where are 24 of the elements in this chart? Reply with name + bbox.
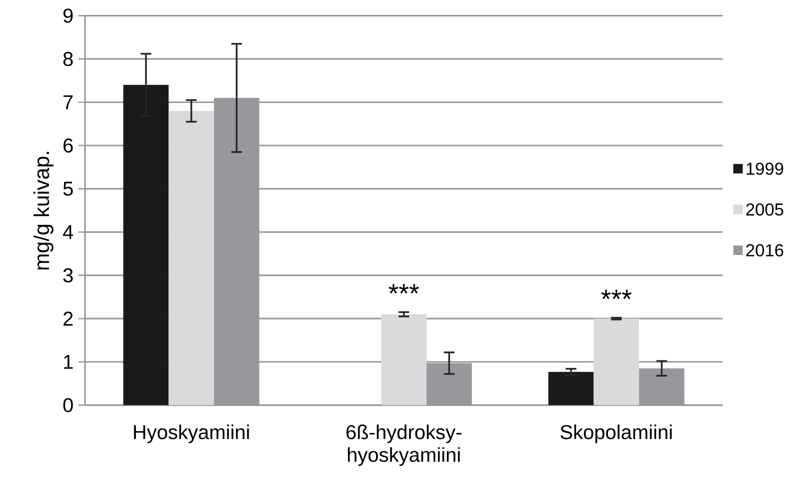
y-tick-label: 4 <box>62 225 74 239</box>
bar <box>548 372 594 406</box>
y-axis-title: mg/g kuivap. <box>33 152 54 270</box>
y-tick-label: 7 <box>64 95 73 110</box>
x-tick-label: 6ß-hydroksy- hyoskyamiini <box>346 424 462 466</box>
x-tick-label: Skopolamiini <box>560 424 672 444</box>
bar <box>381 314 427 406</box>
y-tick-label: 5 <box>63 182 73 196</box>
x-tick-label: Hyoskyamiini <box>134 424 249 444</box>
y-tick-label: 8 <box>63 52 73 66</box>
y-tick-label: 0 <box>63 398 73 412</box>
bar <box>594 318 640 406</box>
legend-label: 2005 <box>746 203 784 216</box>
bar <box>168 110 214 406</box>
data-label: *** <box>388 284 419 294</box>
data-label: *** <box>601 290 632 300</box>
y-tick-label: 2 <box>64 312 73 326</box>
y-tick-label: 6 <box>64 138 73 152</box>
y-tick-label: 1 <box>64 354 73 369</box>
y-tick-label: 3 <box>63 268 73 282</box>
legend-label: 1999 <box>746 162 784 175</box>
bar <box>123 84 169 406</box>
y-tick-label: 9 <box>63 8 73 23</box>
legend-label: 2016 <box>746 244 784 256</box>
